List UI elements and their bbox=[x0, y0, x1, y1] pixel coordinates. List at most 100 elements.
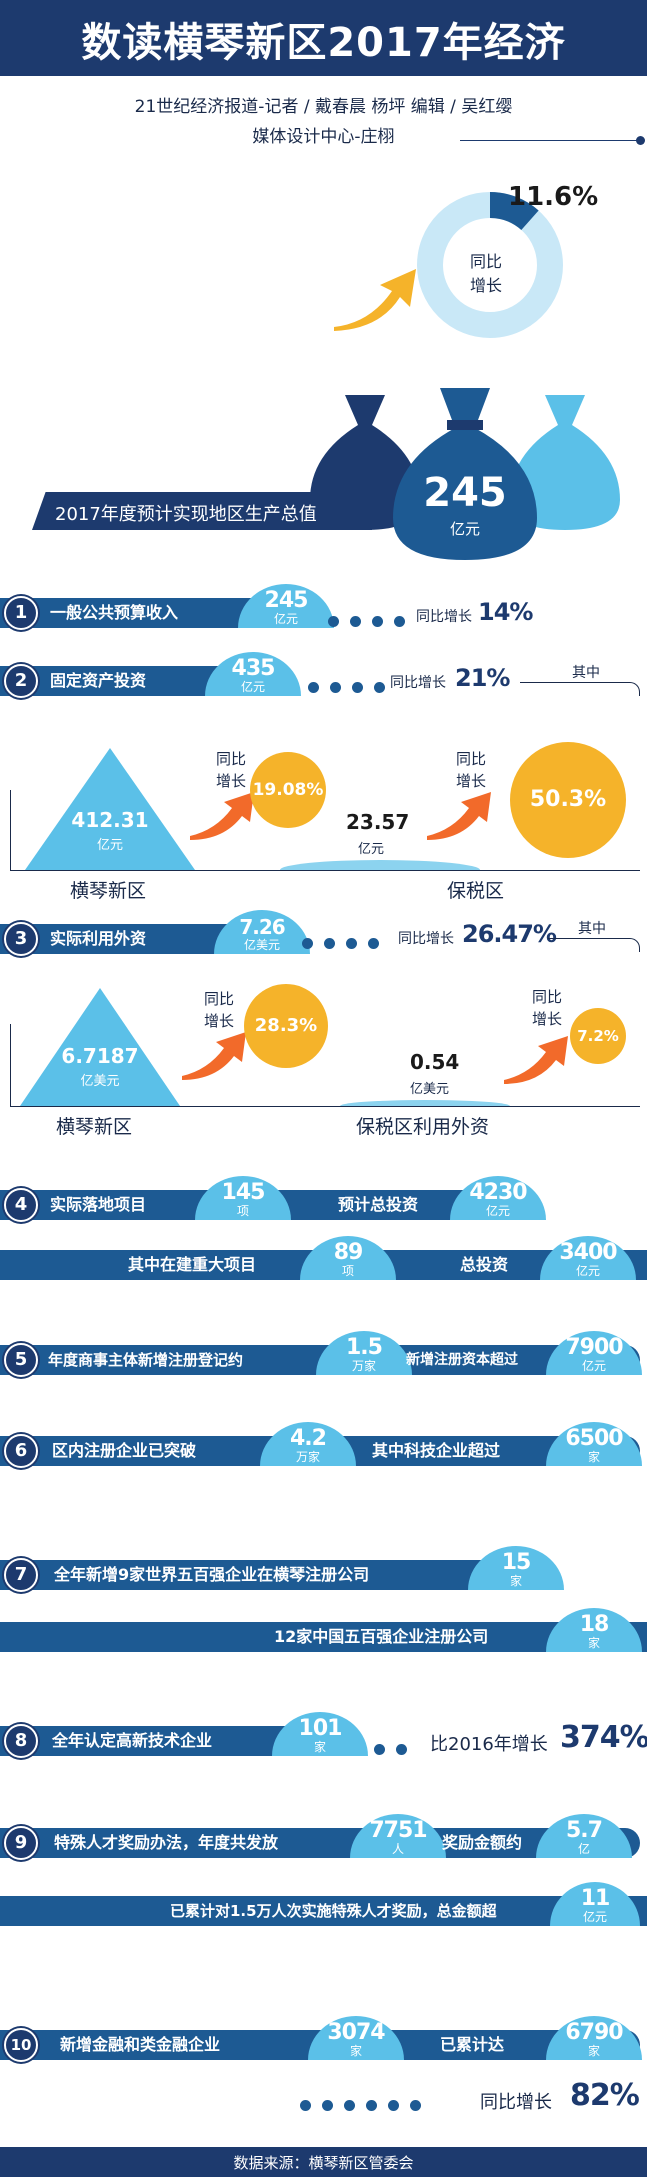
item7-number: 7 bbox=[4, 1558, 38, 1592]
item7-band bbox=[0, 1560, 520, 1590]
item2-left-growth-label-1: 同比 bbox=[216, 750, 247, 768]
item2-number: 2 bbox=[4, 664, 38, 698]
item2-baseline bbox=[10, 870, 640, 871]
item10-value2-pill: 6790 家 bbox=[546, 2016, 642, 2060]
item9-unit: 人 bbox=[391, 1842, 404, 1856]
item4-sub-unit: 项 bbox=[341, 1264, 354, 1278]
money-bag-icon-right bbox=[510, 395, 620, 530]
item3-bracket bbox=[548, 938, 640, 952]
item2-right-growth-circle: 50.3% bbox=[510, 742, 626, 858]
item3-left-growth-label-1: 同比 bbox=[204, 990, 235, 1008]
item3-number: 3 bbox=[4, 922, 38, 956]
item1-value-pill: 245 亿元 bbox=[238, 584, 334, 628]
item6-value2: 6500 bbox=[565, 1426, 623, 1451]
footer-bar bbox=[0, 2147, 647, 2177]
item5-value2: 7900 bbox=[565, 1335, 623, 1360]
item10-unit: 家 bbox=[349, 2044, 362, 2058]
item5-number: 5 bbox=[4, 1343, 38, 1377]
item6-number: 6 bbox=[4, 1434, 38, 1468]
item3-right-growth: 7.2% bbox=[577, 1027, 619, 1045]
item3-growth-label: 同比增长 bbox=[398, 931, 454, 947]
item2-right-unit: 亿元 bbox=[358, 842, 385, 857]
item4-unit2: 亿元 bbox=[485, 1204, 510, 1218]
item3-baseline-left bbox=[10, 1024, 11, 1106]
item9-value2: 5.7 bbox=[566, 1818, 603, 1843]
item3-value: 7.26 bbox=[239, 915, 285, 939]
item2-right-growth: 50.3% bbox=[529, 787, 607, 812]
item9-band bbox=[0, 1828, 640, 1858]
item3-note: 其中 bbox=[578, 921, 606, 937]
item3-value-pill: 7.26 亿美元 bbox=[214, 910, 310, 954]
item3-left-unit: 亿美元 bbox=[80, 1074, 120, 1089]
item5-value: 1.5 bbox=[346, 1335, 383, 1360]
item3-label: 实际利用外资 bbox=[50, 929, 147, 948]
item6-label2: 其中科技企业超过 bbox=[372, 1441, 501, 1460]
item1-value: 245 bbox=[264, 588, 309, 613]
item3-right-value: 0.54 bbox=[410, 1050, 460, 1074]
item3-unit: 亿美元 bbox=[243, 938, 280, 952]
item2-value: 435 bbox=[231, 656, 276, 681]
item7-sub-value-pill: 18 家 bbox=[546, 1608, 642, 1652]
credits-line-1: 21世纪经济报道-记者 / 戴春晨 杨坪 编辑 / 吴红缨 bbox=[134, 97, 513, 117]
item4-sub-value2-pill: 3400 亿元 bbox=[540, 1236, 636, 1280]
item9-value2-pill: 5.7 亿 bbox=[536, 1814, 632, 1858]
item4-sub-value-pill: 89 项 bbox=[300, 1236, 396, 1280]
item4-sub-unit2: 亿元 bbox=[575, 1264, 600, 1278]
header-rule bbox=[460, 140, 640, 141]
item1-growth: 14% bbox=[478, 598, 533, 626]
item2-right-arrow-icon bbox=[427, 792, 491, 840]
item3-right-arrow-icon bbox=[504, 1036, 568, 1084]
item4-sub-label: 其中在建重大项目 bbox=[128, 1255, 257, 1274]
item7-sub-band bbox=[0, 1622, 647, 1652]
item4-sub-label2: 总投资 bbox=[460, 1255, 509, 1274]
item3-left-growth-circle: 28.3% bbox=[244, 984, 328, 1068]
gdp-value: 245 bbox=[423, 470, 507, 516]
gdp-label: 2017年度预计实现地区生产总值 bbox=[55, 504, 317, 525]
item3-baseline bbox=[10, 1106, 640, 1107]
title-banner bbox=[0, 0, 647, 76]
item4-value-pill: 145 项 bbox=[195, 1176, 291, 1220]
item6-unit: 万家 bbox=[295, 1450, 320, 1464]
item4-value2-pill: 4230 亿元 bbox=[450, 1176, 546, 1220]
item2-right-hump bbox=[280, 860, 480, 870]
gdp-growth-value: 11.6% bbox=[508, 182, 599, 212]
page-title: 数读横琴新区2017年经济 bbox=[81, 20, 566, 66]
item3-left-growth-label-2: 增长 bbox=[204, 1012, 235, 1030]
item9-label: 特殊人才奖励办法，年度共发放 bbox=[54, 1833, 279, 1852]
item5-label: 年度商事主体新增注册登记约 bbox=[48, 1351, 244, 1369]
item9-unit2: 亿 bbox=[577, 1842, 590, 1856]
item2-unit: 亿元 bbox=[240, 680, 265, 694]
item5-label2: 新增注册资本超过 bbox=[406, 1352, 518, 1368]
item8-dots bbox=[374, 1740, 418, 1755]
item3-right-growth-label-2: 增长 bbox=[532, 1010, 563, 1028]
item2-right-name: 保税区 bbox=[447, 880, 505, 902]
item6-value-pill: 4.2 万家 bbox=[260, 1422, 356, 1466]
item6-label: 区内注册企业已突破 bbox=[52, 1441, 197, 1460]
item3-left-growth: 28.3% bbox=[254, 1015, 318, 1036]
item1-label: 一般公共预算收入 bbox=[50, 603, 179, 622]
item6-value2-pill: 6500 家 bbox=[546, 1422, 642, 1466]
item9-value-pill: 7751 人 bbox=[350, 1814, 446, 1858]
credits-line-2: 媒体设计中心-庄栩 bbox=[252, 127, 395, 147]
item9-sub-label: 已累计对1.5万人次实施特殊人才奖励，总金额超 bbox=[170, 1902, 497, 1920]
item5-value-pill: 1.5 万家 bbox=[316, 1331, 412, 1375]
item1-band bbox=[0, 598, 265, 628]
item10-label: 新增金融和类金融企业 bbox=[60, 2035, 221, 2054]
item3-right-hump bbox=[340, 1100, 510, 1106]
item8-label: 全年认定高新技术企业 bbox=[52, 1731, 213, 1750]
item3-left-triangle bbox=[20, 988, 180, 1106]
item8-number: 8 bbox=[4, 1724, 38, 1758]
item4-value2: 4230 bbox=[469, 1180, 527, 1205]
item2-left-unit: 亿元 bbox=[96, 838, 123, 853]
item6-value: 4.2 bbox=[290, 1426, 327, 1451]
item10-label2: 已累计达 bbox=[440, 2035, 505, 2054]
gdp-arrow-icon bbox=[334, 269, 416, 331]
item1-number: 1 bbox=[4, 596, 38, 630]
gdp-growth-segment bbox=[490, 192, 539, 230]
item5-unit: 万家 bbox=[351, 1359, 376, 1373]
item4-value: 145 bbox=[221, 1180, 266, 1205]
item4-label2: 预计总投资 bbox=[338, 1195, 419, 1214]
item4-number: 4 bbox=[4, 1188, 38, 1222]
item2-left-name: 横琴新区 bbox=[70, 880, 147, 902]
item1-growth-label: 同比增长 bbox=[416, 609, 472, 625]
